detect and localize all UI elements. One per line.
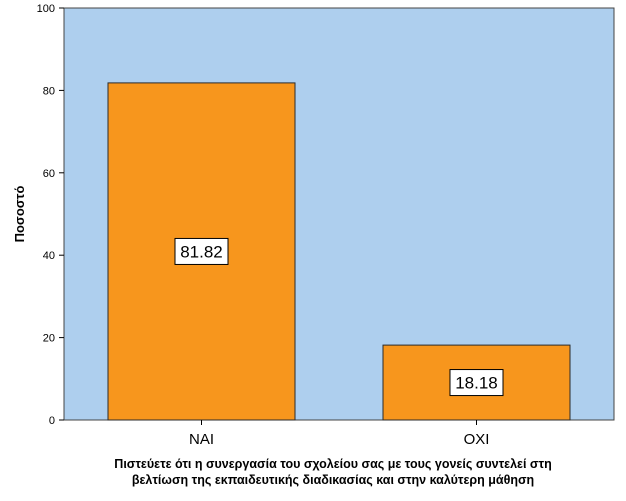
bars-group: 81.82 18.18 (107, 82, 571, 421)
x-category-label: ΟΧΙ (464, 431, 490, 448)
x-axis: ΝΑΙ ΟΧΙ (189, 420, 489, 448)
x-axis-title-line-1: Πιστεύετε ότι η συνεργασία του σχολείου … (114, 457, 551, 471)
y-tick-label: 80 (43, 85, 55, 97)
y-tick-label: 0 (49, 415, 55, 427)
data-label-box (449, 369, 504, 397)
y-tick-label: 40 (43, 250, 55, 262)
y-tick-label: 100 (37, 3, 55, 15)
data-label: 81.82 (180, 242, 223, 261)
y-tick-label: 20 (43, 333, 55, 345)
x-axis-title-line-2: βελτίωση της εκπαιδευτικής διαδικασίας κ… (132, 473, 534, 487)
data-label: 18.18 (455, 374, 498, 393)
data-label-box (174, 237, 229, 265)
y-axis: 0 20 40 60 80 100 (37, 3, 64, 427)
y-tick-label: 60 (43, 168, 55, 180)
x-category-label: ΝΑΙ (189, 431, 214, 448)
y-axis-title: Ποσοστό (12, 186, 27, 243)
bar-2 (382, 344, 571, 421)
